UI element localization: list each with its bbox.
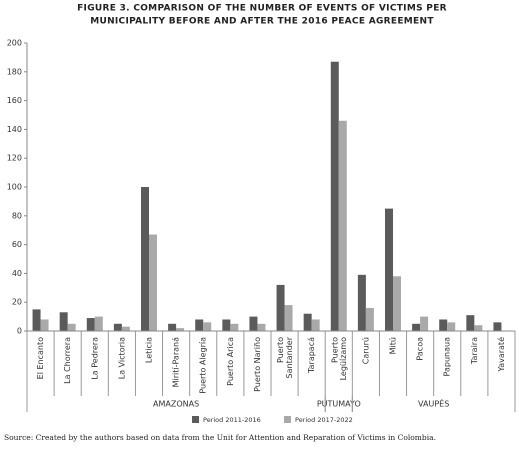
legend-swatch xyxy=(192,416,199,423)
y-tick-label: 20 xyxy=(12,298,22,307)
x-tick-label-line: Puerto xyxy=(276,337,285,363)
bar xyxy=(86,318,95,331)
x-tick-label-line: Legüízamo xyxy=(339,337,348,383)
bar xyxy=(59,312,68,331)
x-tick-label: Leticia xyxy=(145,337,154,363)
x-tick-label: Taraira xyxy=(470,337,479,365)
x-tick-label: Puerto Legüízamo xyxy=(330,337,348,383)
bar xyxy=(365,307,374,331)
bar xyxy=(447,322,456,331)
x-tick-label: Puerto Arica xyxy=(226,337,235,386)
x-tick-label-line: Puerto xyxy=(330,337,339,363)
bar xyxy=(230,323,239,331)
y-tick-label: 200 xyxy=(7,39,22,48)
bar xyxy=(420,316,429,331)
bar xyxy=(330,61,339,331)
bar xyxy=(412,323,421,331)
y-tick-label: 60 xyxy=(12,240,22,249)
bar xyxy=(385,208,393,331)
bar xyxy=(32,309,41,331)
y-tick-label: 80 xyxy=(12,211,22,220)
bar xyxy=(474,325,483,331)
group-label: VAUPÉS xyxy=(418,398,449,409)
x-tick-label: Puerto Nariño xyxy=(253,337,262,392)
bar xyxy=(257,323,266,331)
legend-label: Period 2017-2022 xyxy=(295,416,353,424)
x-tick-label: Pacoa xyxy=(416,337,425,361)
bar xyxy=(176,328,185,331)
bar xyxy=(149,234,157,331)
bar xyxy=(121,326,130,331)
x-tick-label: La Pedrera xyxy=(90,337,99,380)
bar xyxy=(67,323,76,331)
x-tick-label: Papunaua xyxy=(443,337,452,377)
x-tick-label: Yavaraté xyxy=(496,337,506,373)
x-tick-label: Carurú xyxy=(361,337,370,364)
x-tick-label: El Encanto xyxy=(36,337,45,379)
bar xyxy=(168,323,177,331)
x-tick-label: La Victoria xyxy=(117,337,126,379)
legend-label: Period 2011-2016 xyxy=(203,416,261,424)
y-tick-label: 180 xyxy=(7,67,22,76)
y-tick-label: 100 xyxy=(7,183,22,192)
y-tick-label: 0 xyxy=(17,327,22,336)
bar xyxy=(311,319,320,331)
bar xyxy=(40,319,49,331)
x-tick-label: Puerto Santander xyxy=(276,336,294,381)
group-label: PUTUMAYO xyxy=(317,400,361,409)
bar xyxy=(466,315,475,331)
x-tick-label-line: Santander xyxy=(284,336,293,381)
x-tick-label: Mitú xyxy=(389,337,398,354)
group-label: AMAZONAS xyxy=(153,400,199,409)
legend-swatch xyxy=(284,416,291,423)
y-tick-label: 40 xyxy=(12,269,22,278)
bar xyxy=(493,322,502,331)
bar xyxy=(276,284,285,331)
x-tick-label: Puerto Alegría xyxy=(199,337,208,394)
bar xyxy=(303,313,312,331)
chart-title: MUNICIPALITY BEFORE AND AFTER THE 2016 P… xyxy=(90,17,434,27)
bar xyxy=(338,120,347,331)
y-tick-label: 160 xyxy=(7,96,22,105)
x-tick-label: Mirití-Paraná xyxy=(172,337,181,388)
bar xyxy=(357,274,366,331)
bar xyxy=(393,276,401,331)
chart-title: FIGURE 3. COMPARISON OF THE NUMBER OF EV… xyxy=(77,4,447,14)
bar xyxy=(249,316,258,331)
bar xyxy=(113,323,122,331)
bar xyxy=(195,319,204,331)
source-note: Source: Created by the authors based on … xyxy=(4,433,436,442)
x-tick-label: Tarapacá xyxy=(307,337,316,374)
y-tick-label: 140 xyxy=(7,125,22,134)
bar xyxy=(141,187,149,331)
bar xyxy=(439,319,448,331)
x-tick-label: La Chorrera xyxy=(63,337,72,384)
bar xyxy=(284,305,293,331)
bar xyxy=(203,322,212,331)
bar xyxy=(222,319,231,331)
y-tick-label: 120 xyxy=(7,154,22,163)
bar xyxy=(94,316,103,331)
